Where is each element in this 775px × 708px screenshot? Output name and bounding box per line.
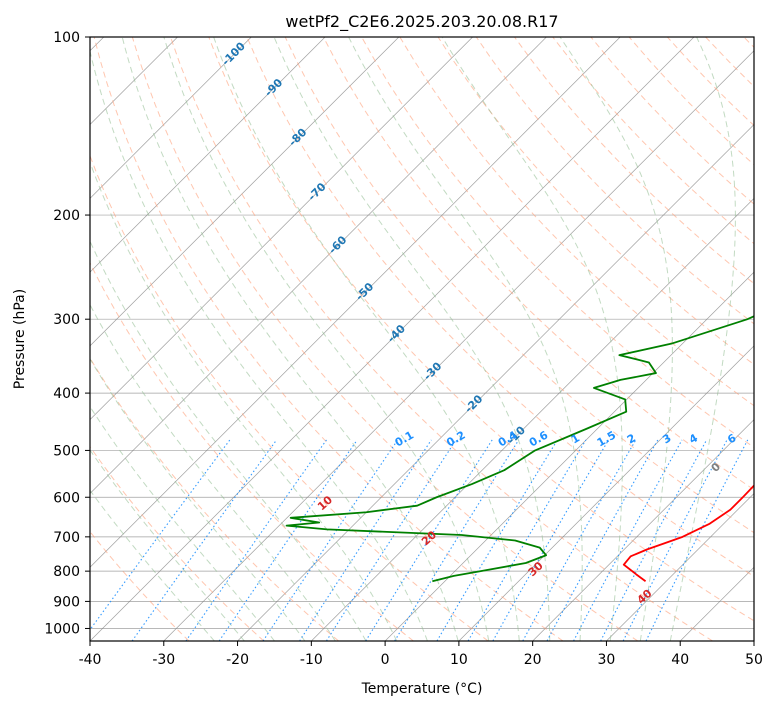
mixing-ratio-line [546,439,659,641]
x-tick-label: 20 [524,652,542,668]
moist-adiabat-line [90,240,367,641]
isotherm-line [606,492,754,641]
moist-adiabat-line [669,37,736,641]
x-tick-label: 0 [381,652,390,668]
isotherm-line [90,37,326,273]
dry-adiabat-line [90,357,339,641]
dry-adiabat-line [131,37,639,641]
dry-adiabat-line [514,37,754,285]
mixing-ratio-line [522,439,637,641]
mixing-ratio-line [394,439,520,641]
dry-adiabat-line [208,37,754,622]
moist-adiabat-line [90,405,275,641]
dry-adiabat-line [170,37,713,641]
dry-adiabat-line [90,445,265,641]
mixing-ratio-line [262,439,399,641]
mixing-ratio-line [365,439,493,641]
dry-adiabat-line [475,37,754,325]
y-tick-label: 500 [53,443,80,459]
moist-adiabat-line [90,49,428,641]
x-tick-label: -40 [79,652,102,668]
isotherm-line [90,37,547,494]
dry-adiabat-line [90,261,414,641]
moist-adiabat-line [90,303,336,641]
isotherm-line [532,419,754,641]
x-tick-label: 10 [450,652,468,668]
mixing-ratio-line [325,439,457,641]
dry-adiabat-line [437,37,754,366]
x-tick-label: -30 [152,652,175,668]
moist-adiabat-line [213,37,520,641]
dry-adiabat-line [246,37,754,577]
y-tick-label: 1000 [44,621,80,637]
isotherm-line [90,37,400,347]
x-tick-label: 30 [598,652,616,668]
y-tick-label: 300 [53,312,80,328]
moist-adiabat-line [90,357,306,641]
plot-frame [89,36,755,642]
y-tick-label: 900 [53,594,80,610]
mixing-ratio-line [218,439,358,641]
mixing-ratio-line [645,439,749,641]
moist-adiabat-line [163,37,490,641]
y-tick-label: 700 [53,530,80,546]
x-tick-label: -10 [300,652,323,668]
mixing-ratio-line [467,439,587,641]
mixing-ratio-line [90,439,231,631]
moist-adiabat-line [121,37,459,641]
mixing-ratio-line [492,439,610,641]
dry-adiabat-line [93,37,564,641]
mixing-ratio-line [185,439,327,641]
isotherm-line [237,124,754,641]
y-tick-label: 600 [53,490,80,506]
plot-lines [90,37,754,641]
dewpoint-profile-line [285,315,754,583]
isotherm-line [458,345,754,641]
mixing-ratio-line [436,439,558,641]
chart-title: wetPf2_C2E6.2025.203.20.08.R17 [285,12,558,32]
x-tick-label: 50 [745,652,763,668]
isotherm-line [90,37,473,421]
isotherm-line [90,37,252,199]
y-tick-label: 800 [53,564,80,580]
dry-adiabat-line [284,37,754,534]
x-tick-label: -20 [226,652,249,668]
dry-adiabat-line [322,37,754,491]
x-axis-title: Temperature (°C) [361,681,483,697]
isotherm-line [163,50,754,641]
moist-adiabat-line [90,160,398,641]
plot-background [90,37,754,641]
moist-adiabat-line [273,37,551,641]
moist-adiabat-line [90,449,245,641]
moist-adiabat-line [90,489,215,641]
isotherm-line [90,37,621,568]
mixing-ratio-line [299,439,432,641]
y-tick-label: 400 [53,386,80,402]
moist-adiabat-line [441,37,623,641]
y-tick-label: 100 [53,30,80,46]
y-axis-title: Pressure (hPa) [12,289,28,389]
temperature-profile-line [622,484,754,582]
y-tick-label: 200 [53,208,80,224]
x-tick-label: 40 [671,652,689,668]
axis-ticks: -40 -30 -20 -10 0 10 20 30 40 50 100 200 300 400 500 60… [44,30,763,668]
moist-adiabat-line [348,37,583,641]
moist-adiabat-line [559,37,673,641]
